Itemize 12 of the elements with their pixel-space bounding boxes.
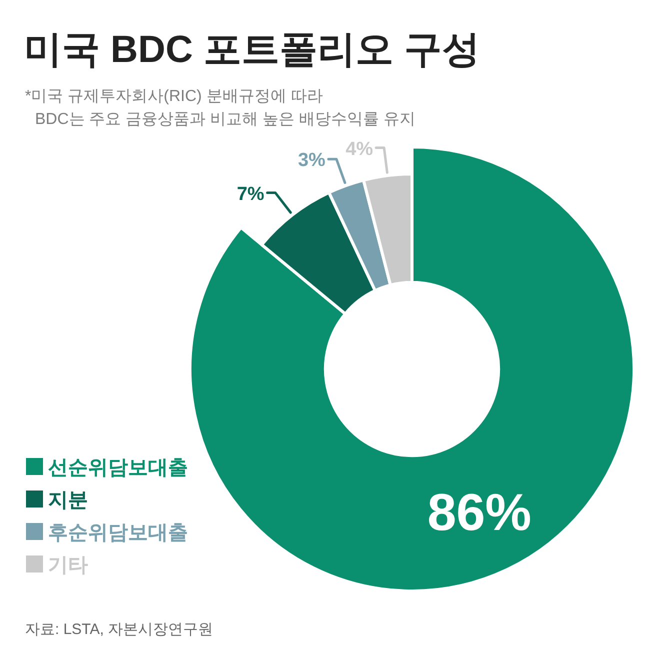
legend-label: 지분 <box>48 490 88 512</box>
legend-label: 후순위담보대출 <box>48 522 188 544</box>
data-label: 3% <box>298 150 346 184</box>
source: 자료: LSTA, 자본시장연구원 <box>25 621 214 638</box>
data-label: 86% <box>427 484 532 542</box>
data-label: 3% <box>298 150 326 172</box>
subtitle: BDC는 주요 금융상품과 비교해 높은 배당수익률 유지 <box>35 111 416 128</box>
legend-label: 선순위담보대출 <box>48 457 188 479</box>
subtitle: *미국 규제투자회사(RIC) 분배규정에 따라 <box>25 88 323 105</box>
data-label: 7% <box>236 184 264 205</box>
data-label: 7% <box>236 184 292 214</box>
title: 미국 BDC 포트폴리오 구성 <box>24 29 480 71</box>
